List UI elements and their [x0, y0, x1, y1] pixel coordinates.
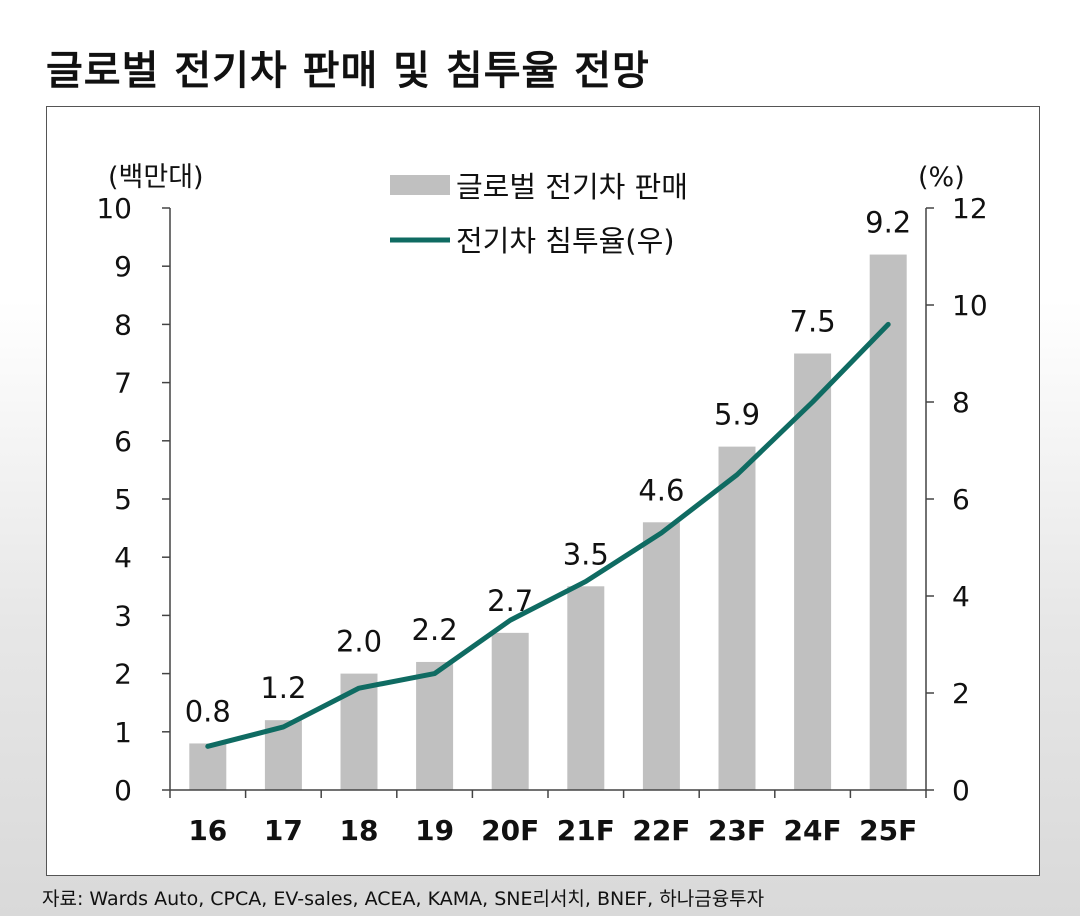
penetration-line: [205, 321, 891, 749]
x-tick-label-17: 17: [264, 814, 303, 847]
y-tick-label-2: 2: [114, 658, 132, 691]
y-tick-label-5: 5: [114, 483, 132, 516]
data-label-19: 2.2: [412, 613, 458, 647]
data-label-21F: 3.5: [563, 537, 609, 571]
bar-20F: [491, 632, 529, 790]
data-label-17: 1.2: [260, 671, 306, 705]
bar-25F: [869, 254, 907, 790]
legend: 글로벌 전기차 판매 전기차 침투율(우): [390, 170, 688, 258]
x-tick-label-24F: 24F: [784, 814, 842, 847]
data-label-23F: 5.9: [714, 398, 760, 432]
bar-24F: [794, 353, 832, 790]
y2-tick-label-8: 8: [952, 386, 970, 419]
y2-tick-label-4: 4: [952, 580, 970, 613]
y-tick-label-10: 10: [96, 192, 132, 225]
x-tick-label-22F: 22F: [632, 814, 690, 847]
x-tick-label-21F: 21F: [557, 814, 615, 847]
bar-22F: [642, 522, 680, 790]
x-tick-label-23F: 23F: [708, 814, 766, 847]
legend-bar-swatch: [390, 175, 450, 195]
bar-16: [189, 743, 227, 790]
data-label-16: 0.8: [185, 694, 231, 728]
x-tick-label-25F: 25F: [859, 814, 917, 847]
page-title: 글로벌 전기차 판매 및 침투율 전망: [46, 48, 650, 94]
y-tick-label-1: 1: [114, 716, 132, 749]
y-tick-label-0: 0: [114, 774, 132, 807]
source-note: 자료: Wards Auto, CPCA, EV-sales, ACEA, KA…: [42, 888, 765, 910]
data-label-18: 2.0: [336, 625, 382, 659]
x-tick-label-20F: 20F: [481, 814, 539, 847]
y-axis-title: (백만대): [108, 162, 204, 193]
data-label-20F: 2.7: [487, 584, 533, 618]
bar-19: [416, 661, 454, 790]
y-tick-label-8: 8: [114, 308, 132, 341]
x-tick-label-19: 19: [415, 814, 454, 847]
x-tick-label-16: 16: [188, 814, 227, 847]
bar-18: [340, 673, 378, 790]
legend-line-label: 전기차 침투율(우): [456, 224, 675, 258]
y-tick-label-9: 9: [114, 250, 132, 283]
x-tick-label-18: 18: [340, 814, 379, 847]
data-label-22F: 4.6: [638, 473, 684, 507]
y-tick-label-4: 4: [114, 541, 132, 574]
y-tick-label-6: 6: [114, 425, 132, 458]
data-label-24F: 7.5: [790, 305, 836, 339]
bar-21F: [567, 586, 605, 790]
axes-layer: [162, 207, 934, 798]
y-tick-label-3: 3: [114, 599, 132, 632]
y2-tick-label-6: 6: [952, 483, 970, 516]
y-tick-label-7: 7: [114, 367, 132, 400]
data-label-25F: 9.2: [865, 206, 911, 240]
y2-tick-label-12: 12: [952, 192, 988, 225]
line-layer: [205, 321, 891, 749]
y2-tick-label-10: 10: [952, 289, 988, 322]
legend-bar-label: 글로벌 전기차 판매: [456, 170, 688, 204]
y2-axis-title: (%): [918, 162, 965, 193]
y2-tick-label-0: 0: [952, 774, 970, 807]
bar-23F: [718, 446, 756, 790]
y2-tick-label-2: 2: [952, 677, 970, 710]
